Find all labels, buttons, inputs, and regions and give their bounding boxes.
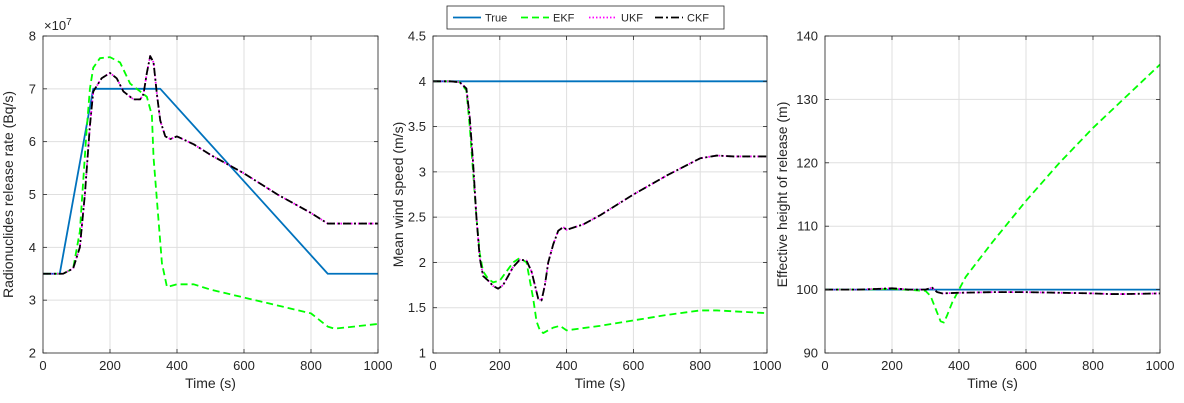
x-tick-label: 600 bbox=[233, 358, 255, 373]
x-tick-label: 1000 bbox=[1146, 358, 1175, 373]
x-tick-label: 1000 bbox=[364, 358, 393, 373]
axes-box bbox=[432, 35, 768, 354]
chart-panel-3: 0 200 400 600 800 1000 90 100 110 120 130 140 Time (… bbox=[774, 29, 1174, 392]
chart-panel-2: 0 200 400 600 800 1000 1 1.5 2 2.5 3 3.5 4 4.5 Time (s… bbox=[390, 29, 781, 392]
y-tick-label: 6 bbox=[29, 134, 36, 149]
legend-label-ekf: EKF bbox=[553, 13, 575, 25]
x-tick-label: 200 bbox=[881, 358, 903, 373]
x-tick-label: 400 bbox=[556, 358, 578, 373]
x-tick-label: 600 bbox=[623, 358, 645, 373]
axes-box bbox=[824, 35, 1161, 354]
legend-label-ukf: UKF bbox=[621, 13, 643, 25]
y-tick-label: 8 bbox=[29, 29, 36, 44]
y-axis-label: Effective height of release (m) bbox=[774, 102, 790, 288]
y-tick-label: 1.5 bbox=[408, 300, 426, 315]
series-line-ckf bbox=[433, 80, 767, 302]
series-line-ckf bbox=[825, 286, 1160, 295]
y-tick-label: 110 bbox=[797, 219, 818, 234]
y-tick-label: 4 bbox=[29, 240, 36, 255]
series-line-ukf bbox=[433, 80, 767, 302]
y-tick-label: 130 bbox=[796, 92, 818, 107]
y-exponent-power: 7 bbox=[66, 17, 72, 28]
y-tick-label: 2 bbox=[29, 346, 36, 361]
x-tick-label: 800 bbox=[689, 358, 711, 373]
y-tick-label: 90 bbox=[804, 346, 818, 361]
y-axis-label: Mean wind speed (m/s) bbox=[390, 122, 406, 268]
x-tick-label: 0 bbox=[429, 358, 436, 373]
plot-area bbox=[825, 36, 1160, 353]
x-axis-label: Time (s) bbox=[575, 375, 626, 391]
x-tick-label: 0 bbox=[39, 358, 46, 373]
legend-label-ckf: CKF bbox=[687, 13, 709, 25]
x-tick-label: 1000 bbox=[753, 358, 782, 373]
x-tick-label: 0 bbox=[821, 358, 828, 373]
x-axis-label: Time (s) bbox=[185, 375, 236, 391]
y-tick-label: 5 bbox=[29, 187, 36, 202]
y-tick-label: 3.5 bbox=[408, 119, 426, 134]
series-line-ckf bbox=[43, 55, 378, 275]
y-tick-label: 120 bbox=[796, 155, 818, 170]
y-tick-label: 7 bbox=[29, 81, 36, 96]
legend-label-true: True bbox=[485, 13, 507, 25]
legend: True EKF UKF CKF bbox=[446, 5, 725, 30]
y-exponent-label: ×107 bbox=[44, 17, 72, 33]
y-tick-label: 100 bbox=[796, 282, 818, 297]
y-tick-label: 4.5 bbox=[408, 29, 426, 44]
x-tick-label: 600 bbox=[1015, 358, 1037, 373]
series-line-ekf bbox=[825, 63, 1160, 324]
y-axis-label: Radionuclides release rate (Bq/s) bbox=[0, 91, 16, 298]
x-tick-label: 200 bbox=[99, 358, 121, 373]
x-tick-label: 400 bbox=[166, 358, 188, 373]
y-tick-label: 3 bbox=[29, 293, 36, 308]
y-tick-label: 2.5 bbox=[408, 210, 426, 225]
x-tick-label: 400 bbox=[948, 358, 970, 373]
x-tick-label: 800 bbox=[300, 358, 322, 373]
y-tick-label: 140 bbox=[796, 29, 818, 44]
chart-panel-1: 0 200 400 600 800 1000 2 3 4 5 6 7 8 Time (s) Radionuc… bbox=[0, 17, 392, 391]
legend-box bbox=[446, 5, 725, 30]
series-line-ekf bbox=[43, 56, 378, 330]
y-tick-label: 4 bbox=[419, 74, 426, 89]
x-tick-label: 800 bbox=[1082, 358, 1104, 373]
y-tick-label: 3 bbox=[419, 164, 426, 179]
plot-area bbox=[433, 36, 767, 353]
y-tick-label: 2 bbox=[419, 255, 426, 270]
y-tick-label: 1 bbox=[419, 346, 426, 361]
x-axis-label: Time (s) bbox=[967, 375, 1018, 391]
x-tick-label: 200 bbox=[489, 358, 511, 373]
